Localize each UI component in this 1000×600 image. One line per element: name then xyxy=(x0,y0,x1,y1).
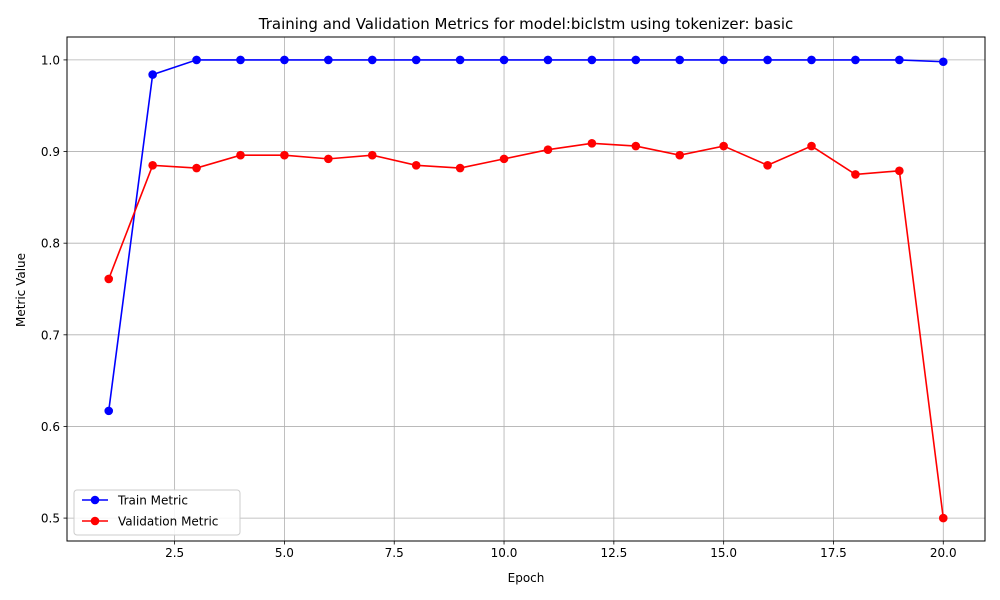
data-point xyxy=(675,55,685,65)
data-point xyxy=(324,154,333,164)
legend-label: Validation Metric xyxy=(118,515,218,529)
data-point xyxy=(587,55,597,65)
data-point xyxy=(587,138,597,148)
series-0 xyxy=(104,55,948,416)
chart-title: Training and Validation Metrics for mode… xyxy=(258,15,794,33)
data-point xyxy=(851,170,860,179)
x-axis-label: Epoch xyxy=(508,571,545,585)
data-point xyxy=(675,150,685,160)
data-point xyxy=(938,57,948,67)
y-axis-ticks: 0.5 0.6 0.7 0.8 0.9 1.0 xyxy=(41,53,67,526)
data-point xyxy=(543,145,553,155)
data-point xyxy=(411,55,421,65)
series-1 xyxy=(104,138,948,523)
data-point xyxy=(148,70,157,79)
data-point xyxy=(499,154,509,164)
data-point xyxy=(851,55,860,65)
series-line xyxy=(107,142,945,519)
y-tick-label: 0.9 xyxy=(41,145,60,159)
data-point xyxy=(104,274,114,284)
x-tick-label: 12.5 xyxy=(600,546,627,560)
data-point xyxy=(455,163,465,173)
x-tick-label: 5.0 xyxy=(275,546,294,560)
x-tick-label: 7.5 xyxy=(385,546,404,560)
data-point xyxy=(104,406,114,416)
data-point xyxy=(280,150,289,160)
data-point xyxy=(543,55,553,65)
data-point xyxy=(807,55,816,65)
data-point xyxy=(895,166,904,176)
x-tick-label: 2.5 xyxy=(165,546,184,560)
data-point xyxy=(499,55,509,65)
data-point xyxy=(895,55,904,65)
data-point xyxy=(148,160,157,170)
x-tick-label: 10.0 xyxy=(491,546,518,560)
data-point xyxy=(807,141,816,151)
data-point xyxy=(411,160,421,170)
legend-marker xyxy=(90,516,100,526)
series-line xyxy=(107,59,944,411)
legend-box xyxy=(73,489,241,536)
y-tick-label: 0.7 xyxy=(41,328,60,342)
legend: Train Metric Validation Metric xyxy=(73,489,241,536)
plot-area xyxy=(66,36,986,542)
y-tick-label: 0.6 xyxy=(41,420,60,434)
data-point xyxy=(192,163,201,173)
data-point xyxy=(631,55,641,65)
data-point xyxy=(324,55,333,65)
data-point xyxy=(455,55,465,65)
series-layer xyxy=(104,55,948,523)
data-point xyxy=(236,55,245,65)
x-tick-label: 20.0 xyxy=(930,546,957,560)
y-tick-label: 0.8 xyxy=(41,237,60,251)
legend-label: Train Metric xyxy=(117,494,188,508)
x-tick-label: 15.0 xyxy=(710,546,737,560)
y-axis-label: Metric Value xyxy=(14,253,28,327)
data-point xyxy=(719,55,728,65)
data-point xyxy=(192,55,201,65)
data-point xyxy=(938,513,948,523)
data-point xyxy=(280,55,289,65)
legend-marker xyxy=(90,495,100,505)
y-tick-label: 1.0 xyxy=(41,53,60,67)
data-point xyxy=(367,150,377,160)
data-point xyxy=(236,150,245,160)
legend-item: Validation Metric xyxy=(82,515,218,529)
legend-item: Train Metric xyxy=(82,494,188,508)
x-tick-label: 17.5 xyxy=(820,546,847,560)
data-point xyxy=(719,141,728,151)
x-axis-ticks: 2.5 5.0 7.5 10.0 12.5 15.0 17.5 20.0 xyxy=(165,541,957,560)
data-point xyxy=(367,55,377,65)
data-point xyxy=(763,55,772,65)
data-point xyxy=(631,141,641,151)
y-tick-label: 0.5 xyxy=(41,512,60,526)
data-point xyxy=(763,160,772,170)
grid xyxy=(67,37,985,541)
